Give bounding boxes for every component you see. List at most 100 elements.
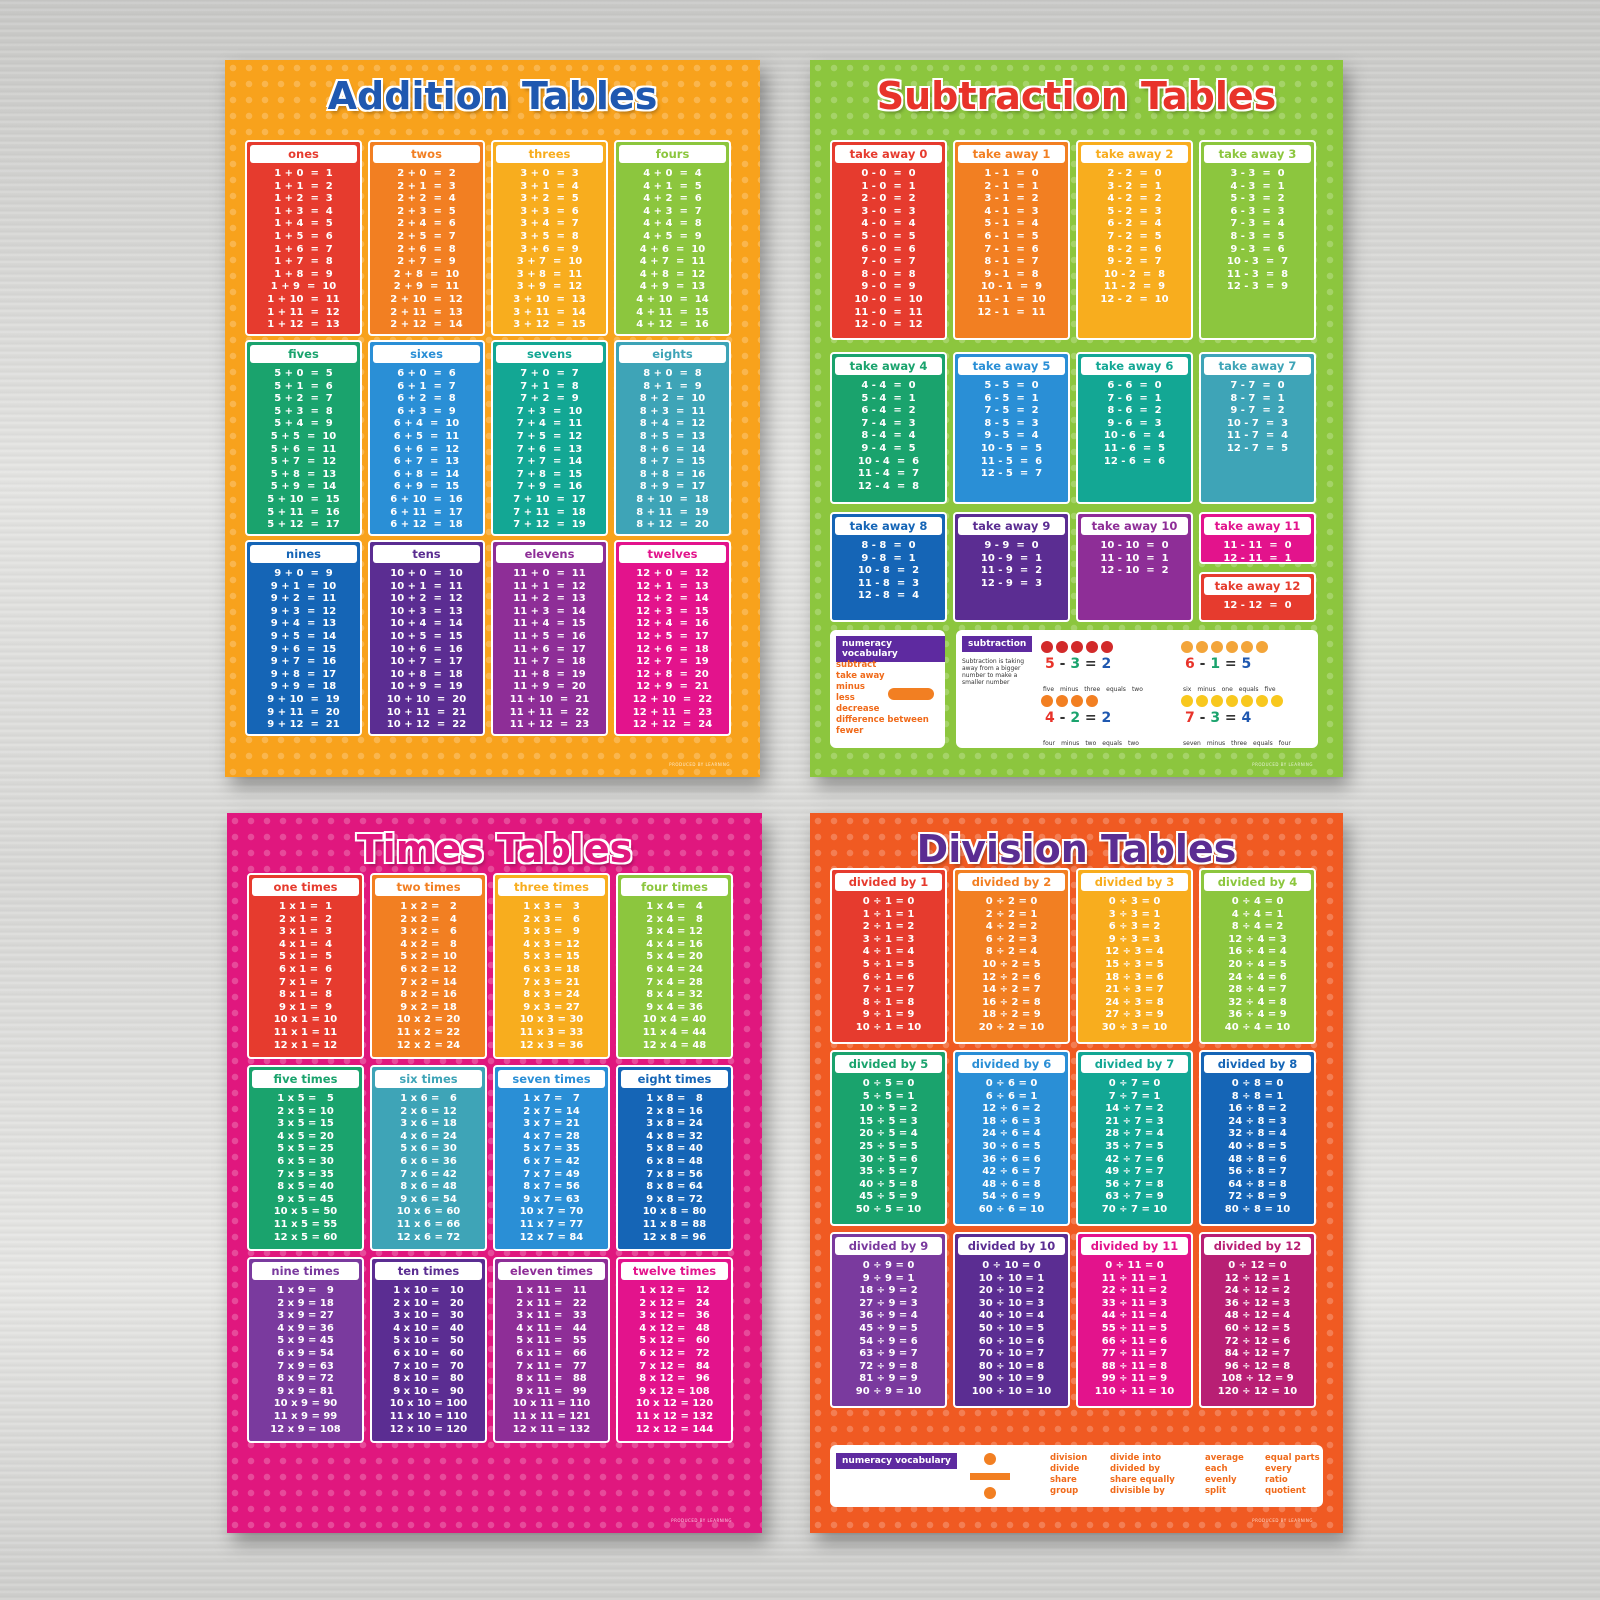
equation-row: 8 x 8 = 64 xyxy=(646,1181,703,1193)
equation-row: 72 ÷ 8 = 9 xyxy=(1228,1191,1287,1203)
equation-row: 4 + 7 = 11 xyxy=(639,256,706,268)
equation-row: 7 x 5 = 35 xyxy=(277,1168,334,1180)
equation-row: 0 ÷ 7 = 0 xyxy=(1108,1078,1161,1089)
subtraction-title: Subtraction Tables xyxy=(876,74,1277,119)
equation-row: 5 x 12 = 60 xyxy=(639,1335,710,1347)
example-operator: = xyxy=(1220,656,1242,672)
vocab-heading: numeracy vocabulary xyxy=(836,636,945,662)
equation-row: 5 x 3 = 15 xyxy=(523,951,580,963)
equation-row: 54 ÷ 9 = 6 xyxy=(859,1335,918,1347)
equation-row: 9 - 2 = 7 xyxy=(1107,256,1162,268)
equation-row: 6 - 2 = 4 xyxy=(1107,218,1162,230)
card-title: six times xyxy=(375,1070,482,1088)
equation-row: 10 - 7 = 3 xyxy=(1226,417,1289,429)
equation-row: 2 - 1 = 1 xyxy=(984,180,1039,192)
example-number: 6 xyxy=(1185,656,1195,672)
equation-row: 2 x 6 = 12 xyxy=(400,1105,457,1117)
equation-row: 14 ÷ 7 = 2 xyxy=(1105,1103,1164,1115)
equation-row: 9 x 8 = 72 xyxy=(646,1193,703,1205)
equation-row: 7 + 12 = 19 xyxy=(513,519,586,531)
equation-row: 5 x 10 = 50 xyxy=(393,1335,464,1347)
equation-row: 6 x 4 = 24 xyxy=(646,963,703,975)
vocab-word: every xyxy=(1265,1464,1292,1474)
equation-row: 8 ÷ 2 = 4 xyxy=(985,946,1038,958)
equation-row: 24 ÷ 6 = 4 xyxy=(982,1128,1041,1140)
equation-row: 56 ÷ 8 = 7 xyxy=(1228,1166,1287,1178)
equation-row: 1 + 11 = 12 xyxy=(267,306,340,318)
equation-row: 36 ÷ 6 = 6 xyxy=(982,1153,1041,1165)
card-title: twelve times xyxy=(621,1262,728,1280)
equation-row: 5 - 2 = 3 xyxy=(1107,205,1162,217)
equation-row: 11 - 7 = 4 xyxy=(1226,430,1289,442)
equation-row: 5 + 11 = 16 xyxy=(267,506,340,518)
equation-row: 7 x 6 = 42 xyxy=(400,1168,457,1180)
card-title: take away 3 xyxy=(1204,145,1311,163)
equation-row: 16 ÷ 4 = 4 xyxy=(1228,946,1287,958)
equation-row: 40 ÷ 4 = 10 xyxy=(1224,1021,1291,1033)
equation-row: 49 ÷ 7 = 7 xyxy=(1105,1166,1164,1178)
vocab-word: split xyxy=(1205,1486,1227,1496)
card-title: four times xyxy=(621,878,728,896)
equation-row: 7 x 7 = 49 xyxy=(523,1168,580,1180)
equation-row: 12 + 11 = 23 xyxy=(632,706,713,718)
equation-row: 2 x 2 = 4 xyxy=(400,913,457,925)
example-number: 5 xyxy=(1241,656,1252,672)
card-title: divided by 11 xyxy=(1081,1237,1188,1255)
equation-row: 2 + 4 = 6 xyxy=(397,218,456,230)
equation-row: 4 x 1 = 4 xyxy=(278,938,333,950)
equation-row: 99 ÷ 11 = 9 xyxy=(1101,1373,1168,1385)
equation-row: 11 - 8 = 3 xyxy=(857,577,920,589)
equation-row: 9 x 7 = 63 xyxy=(523,1193,580,1205)
equation-row: 24 ÷ 8 = 3 xyxy=(1228,1115,1287,1127)
equation-row: 7 x 10 = 70 xyxy=(393,1360,464,1372)
vocab-word: divide into xyxy=(1110,1453,1162,1463)
equation-row: 9 ÷ 9 = 1 xyxy=(862,1272,915,1284)
equation-row: 8 - 7 = 1 xyxy=(1230,392,1285,404)
equation-row: 11 - 4 = 7 xyxy=(857,468,920,480)
equation-row: 56 ÷ 7 = 8 xyxy=(1105,1178,1164,1190)
card-title: take away 0 xyxy=(835,145,942,163)
equation-row: 15 ÷ 5 = 3 xyxy=(859,1115,918,1127)
equation-row: 2 - 0 = 2 xyxy=(861,193,916,205)
equation-row: 4 + 5 = 9 xyxy=(643,230,702,242)
equation-row: 4 + 4 = 8 xyxy=(643,218,702,230)
equation-row: 4 + 1 = 5 xyxy=(643,180,702,192)
equation-row: 12 - 3 = 9 xyxy=(1226,281,1289,293)
equation-row: 10 x 4 = 40 xyxy=(642,1014,707,1026)
table-card: tens 10 + 0 = 10 10 + 1 = 11 10 + 2 = 12 10 … xyxy=(368,540,485,736)
card-title: sixes xyxy=(373,345,480,363)
equation-row: 12 + 1 = 13 xyxy=(636,580,709,592)
equation-row: 12 + 3 = 15 xyxy=(636,605,709,617)
equation-row: 40 ÷ 10 = 4 xyxy=(978,1310,1045,1322)
equation-row: 2 x 9 = 18 xyxy=(277,1297,334,1309)
equation-row: 3 x 10 = 30 xyxy=(393,1310,464,1322)
equation-row: 7 + 4 = 11 xyxy=(516,418,583,430)
equation-row: 6 ÷ 6 = 1 xyxy=(985,1090,1038,1102)
equation-row: 8 x 10 = 80 xyxy=(393,1373,464,1385)
equation-row: 4 + 2 = 6 xyxy=(643,193,702,205)
equation-row: 7 - 5 = 2 xyxy=(984,405,1039,417)
equation-row: 6 x 1 = 6 xyxy=(278,963,333,975)
equation-row: 7 x 11 = 77 xyxy=(516,1360,587,1372)
equation-row: 8 x 11 = 88 xyxy=(516,1373,587,1385)
equation-row: 10 + 4 = 14 xyxy=(390,618,463,630)
card-title: divided by 1 xyxy=(835,873,942,891)
equation-list: 0 ÷ 12 = 0 12 ÷ 12 = 1 24 ÷ 12 = 2 36 ÷ 12 … xyxy=(1201,1260,1314,1399)
equation-row: 6 + 3 = 9 xyxy=(397,405,456,417)
equation-row: 12 + 0 = 12 xyxy=(636,568,709,579)
equation-row: 21 ÷ 3 = 7 xyxy=(1105,984,1164,996)
example-operator: - xyxy=(1194,656,1211,672)
equation-row: 10 - 3 = 7 xyxy=(1226,256,1289,268)
equation-row: 28 ÷ 4 = 7 xyxy=(1228,984,1287,996)
equation-row: 5 ÷ 5 = 1 xyxy=(862,1090,915,1102)
equation-row: 12 + 8 = 20 xyxy=(636,668,709,680)
equation-row: 9 x 12 = 108 xyxy=(639,1385,710,1397)
example-word: one xyxy=(1221,686,1233,693)
